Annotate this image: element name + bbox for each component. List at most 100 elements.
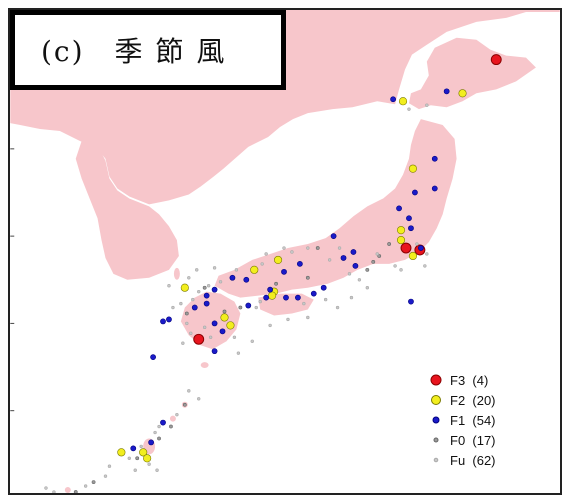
tornado-marker-f0 [135, 456, 140, 461]
tornado-marker-fu [268, 323, 272, 328]
tornado-marker-f1 [412, 189, 418, 196]
tornado-marker-f2 [396, 226, 406, 235]
tornado-marker-f2 [273, 255, 283, 264]
map-frame: (c) 季 節 風 F3 (4) F2 (20) F1 (54) F0 (17)… [8, 8, 562, 495]
tornado-marker-f1 [130, 445, 137, 452]
tornado-marker-fu [107, 464, 112, 468]
legend-marker-f0 [430, 434, 442, 446]
legend-label-f0: F0 (17) [450, 432, 496, 448]
tornado-marker-f1 [406, 215, 412, 222]
tornado-marker-fu [349, 295, 354, 300]
tornado-marker-f1 [166, 316, 172, 323]
tornado-marker-f1 [191, 304, 198, 311]
legend-label-f2: F2 (20) [450, 392, 496, 408]
tornado-marker-fu [44, 486, 48, 490]
tornado-marker-f1 [417, 245, 424, 251]
tornado-marker-fu [167, 284, 171, 288]
tornado-marker-f1 [219, 328, 226, 335]
tornado-marker-fu [425, 103, 429, 107]
tornado-marker-f2 [226, 321, 235, 330]
tornado-marker-fu [250, 339, 254, 343]
tornado-marker-fu [302, 301, 306, 306]
legend-row-fu: Fu (62) [430, 450, 496, 470]
tornado-marker-f0 [371, 260, 376, 264]
legend-label-f1: F1 (54) [450, 412, 496, 428]
tornado-marker-f0 [222, 309, 227, 314]
ryukyu-island [169, 415, 176, 422]
tornado-marker-fu [127, 456, 131, 460]
tornado-marker-fu [306, 315, 310, 320]
tornado-marker-fu [264, 252, 268, 256]
tornado-marker-fu [139, 444, 143, 449]
tornado-marker-fu [52, 490, 56, 493]
yakushima-island [200, 362, 209, 369]
tornado-marker-fu [357, 278, 362, 282]
tornado-marker-fu [175, 412, 179, 417]
tornado-marker-f1 [148, 439, 154, 446]
tornado-marker-f1 [431, 155, 438, 162]
tornado-marker-f2 [396, 236, 406, 245]
tornado-marker-f0 [157, 436, 161, 441]
tornado-marker-fu [206, 284, 211, 288]
tornado-marker-f1 [263, 294, 270, 301]
tornado-marker-fu [399, 268, 403, 272]
tornado-marker-f1 [310, 290, 317, 297]
tornado-marker-fu [157, 424, 161, 429]
tornado-marker-f3 [490, 54, 502, 66]
tornado-marker-f2 [408, 164, 418, 173]
tsushima-island [173, 267, 180, 280]
tornado-marker-fu [282, 246, 286, 250]
tornado-marker-f1 [150, 354, 156, 361]
tornado-marker-f2 [250, 265, 259, 274]
tornado-marker-fu [208, 335, 213, 339]
tornado-marker-fu [290, 250, 294, 254]
tornado-marker-fu [337, 246, 342, 250]
tornado-marker-f0 [274, 281, 278, 286]
honshu-island [214, 119, 457, 298]
tornado-marker-fu [254, 305, 258, 310]
tornado-marker-fu [179, 301, 183, 306]
tornado-marker-f0 [182, 402, 187, 407]
tornado-marker-fu [195, 268, 199, 272]
legend-marker-f3 [430, 374, 442, 386]
tornado-marker-f0 [387, 242, 392, 246]
tornado-marker-fu [260, 262, 264, 266]
tornado-marker-fu [407, 107, 411, 111]
tornado-marker-fu [232, 335, 237, 339]
tornado-marker-f1 [243, 276, 250, 283]
tornado-marker-f0 [184, 311, 189, 316]
tornado-marker-f2 [408, 251, 418, 261]
tornado-marker-fu [187, 276, 191, 280]
sado-island [355, 214, 372, 223]
tornado-marker-f1 [390, 96, 396, 103]
tornado-marker-f2 [117, 448, 126, 457]
tornado-marker-fu [218, 280, 223, 284]
tornado-marker-f1 [352, 263, 359, 269]
tornado-marker-fu [306, 246, 310, 250]
legend-row-f2: F2 (20) [430, 390, 496, 410]
tornado-marker-f2 [398, 97, 408, 106]
tornado-marker-fu [103, 474, 108, 478]
tornado-marker-f1 [297, 261, 303, 267]
tornado-markers [44, 54, 502, 493]
tornado-marker-f0 [91, 480, 96, 484]
legend-row-f3: F3 (4) [430, 370, 496, 390]
tornado-marker-f3 [193, 333, 205, 345]
tornado-marker-f0 [202, 285, 207, 290]
tornado-marker-f1 [229, 274, 236, 281]
tornado-marker-f1 [283, 294, 289, 301]
tornado-marker-fu [286, 317, 290, 322]
tornado-marker-fu [323, 297, 328, 302]
legend-label-fu: Fu (62) [450, 452, 496, 468]
legend-marker-f2 [430, 394, 442, 406]
tornado-marker-fu [171, 305, 175, 310]
kyushu-island [180, 291, 241, 350]
tornado-marker-f1 [295, 294, 301, 301]
tornado-marker-f1 [408, 298, 414, 305]
tornado-marker-f1 [330, 233, 337, 240]
tornado-marker-fu [212, 266, 217, 270]
tornado-marker-f2 [458, 89, 467, 98]
tornado-marker-fu [197, 289, 201, 294]
tornado-marker-f1 [211, 348, 218, 355]
map-legend: F3 (4) F2 (20) F1 (54) F0 (17) Fu (62) [430, 370, 496, 470]
